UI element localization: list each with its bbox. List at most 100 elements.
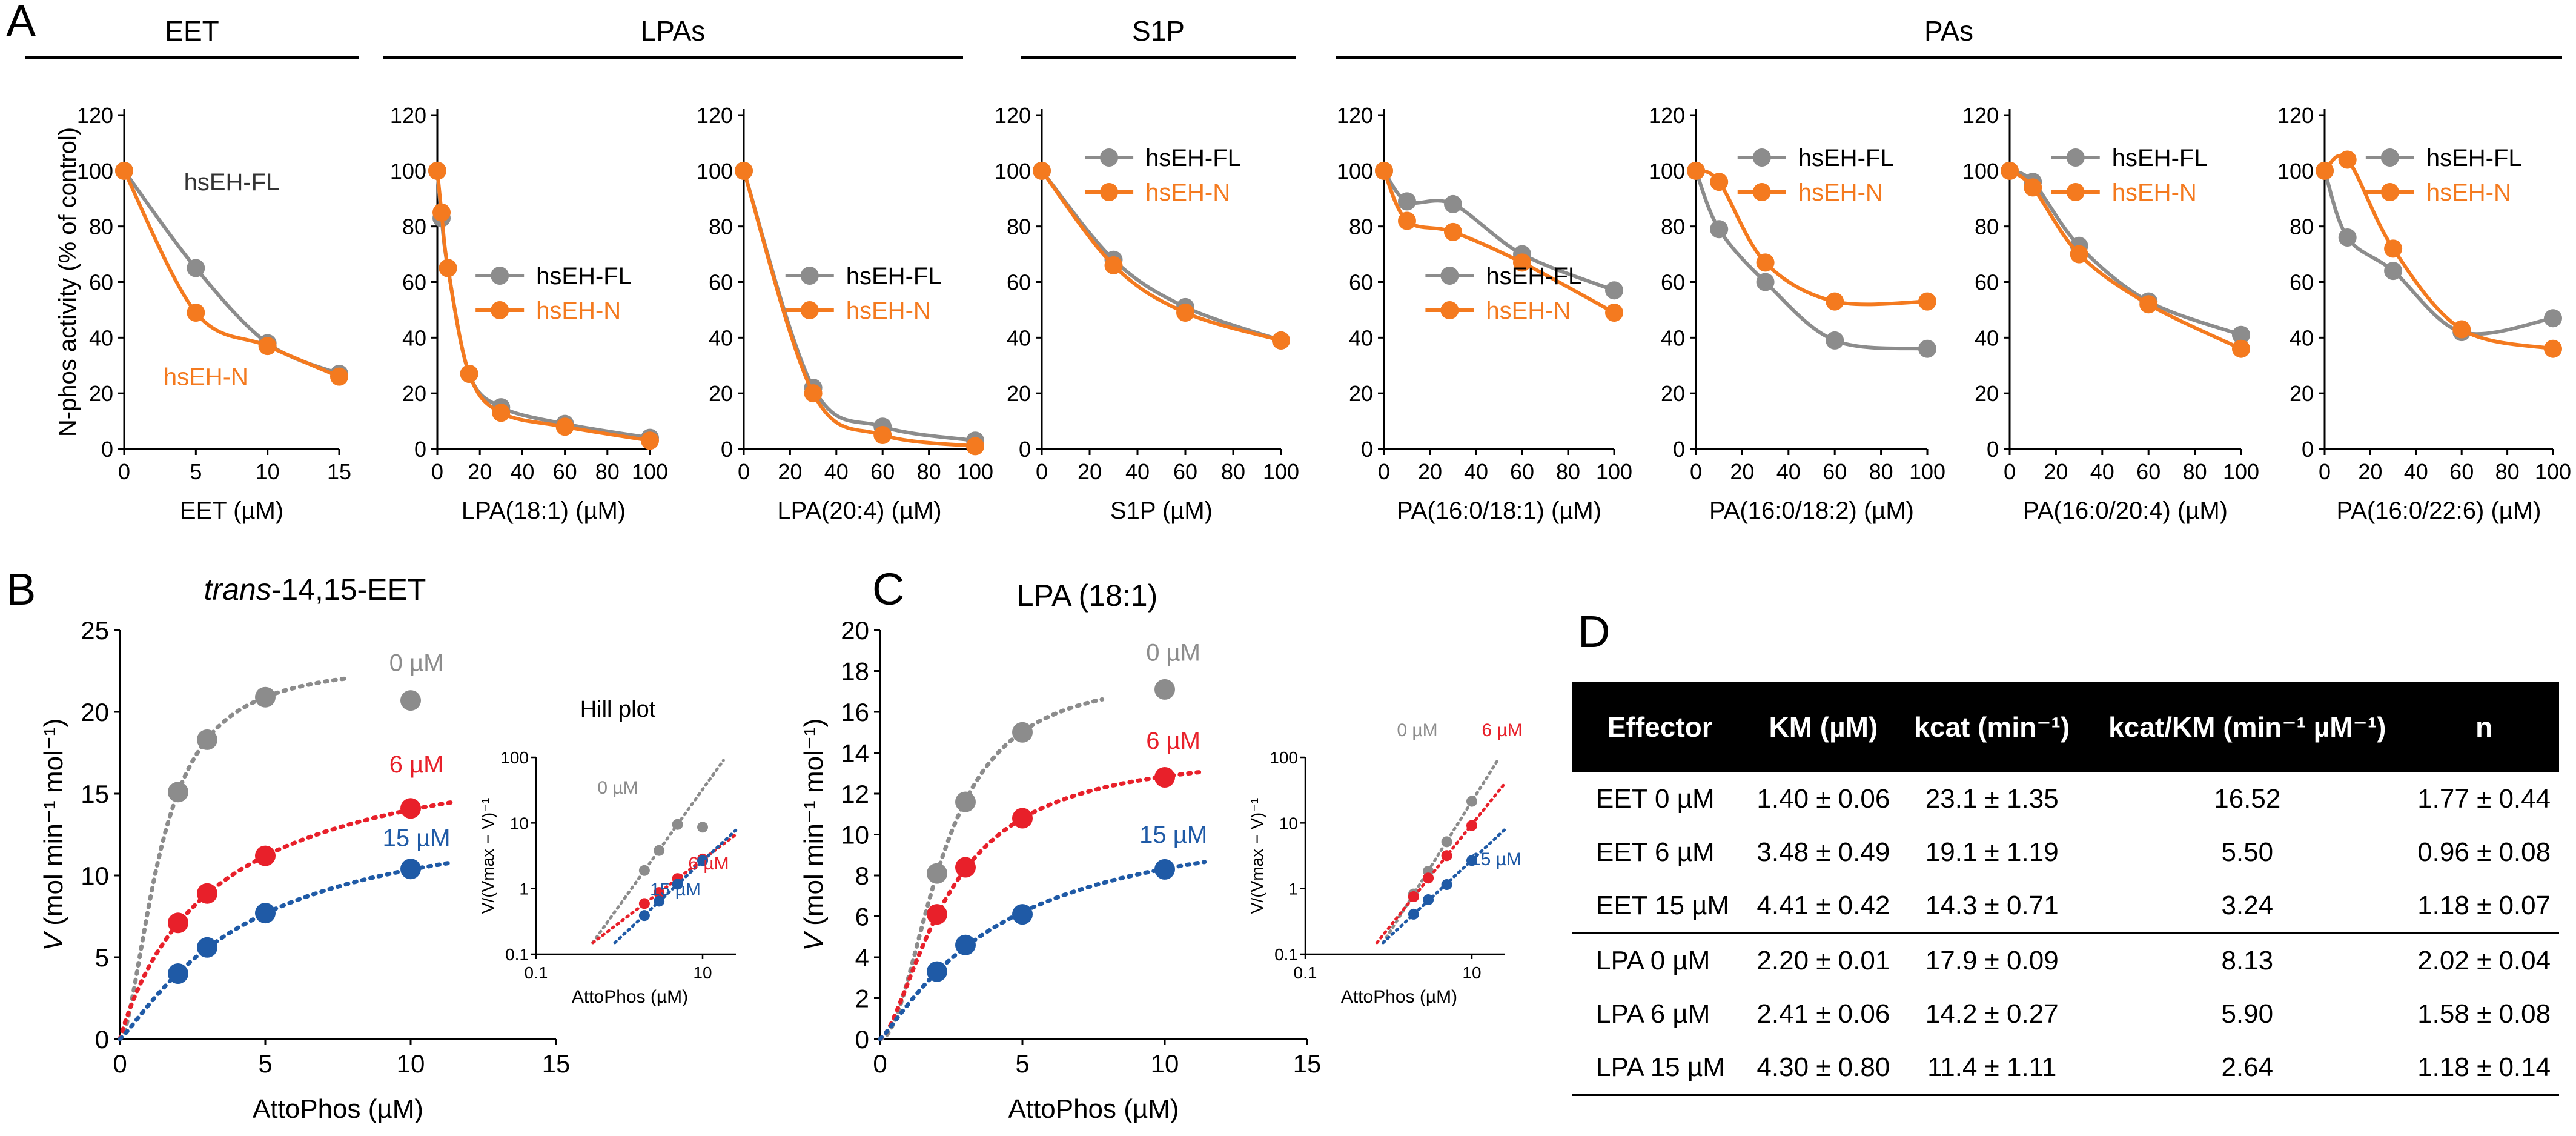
cell-effector: LPA 0 µM (1572, 932, 1749, 988)
data-point-hseh-n (1826, 292, 1844, 311)
data-point-hseh-n (1918, 292, 1936, 311)
group-label-lpas: LPAs (641, 15, 706, 47)
x-tick-label: 10 (256, 459, 280, 484)
data-point-hseh-n (115, 161, 133, 180)
x-axis-label: PA(16:0/18:1) (µM) (1397, 497, 1601, 524)
data-point-hseh-fl (2232, 325, 2250, 344)
legend-label-hseh-fl: hsEH-FL (1145, 145, 1241, 171)
cell-n: 1.18 ± 0.07 (2417, 891, 2551, 920)
activity-plot-5: 0 20 40 60 80 100 120 0 20 40 60 80 100 PA(16:0/18:1)… (1337, 103, 1632, 524)
activity-plot-7: 0 20 40 60 80 100 120 0 20 40 60 80 100 PA(16:0/20:4)… (1962, 103, 2259, 524)
label-hseh-fl: hsEH-FL (184, 169, 280, 196)
x-tick-label: 5 (190, 459, 202, 484)
x-tick-label: 15 (327, 459, 351, 484)
inset-x-tick-label: 10 (1462, 963, 1481, 982)
legend-label-hseh-fl: hsEH-FL (2426, 145, 2522, 171)
inset-data-point (1423, 872, 1434, 884)
x-tick-label: 40 (2404, 459, 2428, 484)
inset-series-label: 0 µM (1397, 720, 1437, 740)
series-label-0um: 0 µM (389, 650, 444, 677)
x-tick-label: 60 (553, 459, 577, 484)
x-tick-label: 0 (1036, 459, 1048, 484)
x-tick-label: 100 (632, 459, 668, 484)
y-tick-label: 0 (1987, 437, 1999, 462)
data-point-hseh-fl (1605, 281, 1623, 300)
data-point-hseh-n (555, 417, 574, 436)
y-tick-label: 40 (1349, 325, 1373, 350)
y-tick-label: 0 (855, 1025, 869, 1054)
legend-marker (1440, 301, 1459, 319)
y-tick-label: 0 (1361, 437, 1373, 462)
legend-label-hseh-fl: hsEH-FL (536, 263, 632, 290)
y-tick-label: 40 (89, 325, 113, 350)
inset-data-point (654, 845, 665, 856)
x-tick-label: 15 (1293, 1049, 1322, 1078)
inset-data-point (697, 855, 708, 866)
panel-letter-c: C (872, 564, 905, 614)
activity-plot-1: 0 20 40 60 80 100 120 0 5 10 15 EET (µM) hsEH-FL hsEH… (77, 103, 351, 524)
cell-kcat-km: 16.52 (2214, 784, 2281, 814)
data-point-hseh-n (735, 161, 753, 180)
cell-km: 4.41 ± 0.42 (1757, 891, 1890, 920)
y-tick-label: 60 (402, 270, 426, 295)
fit-curve (878, 860, 1207, 1041)
data-point-hseh-n (439, 259, 457, 277)
legend-label-hseh-n: hsEH-N (2426, 179, 2511, 206)
cell-km: 4.30 ± 0.80 (1748, 1041, 1899, 1096)
x-tick-label: 80 (917, 459, 941, 484)
data-point (255, 686, 276, 708)
x-tick-label: 40 (1464, 459, 1488, 484)
data-point-hseh-n (641, 431, 659, 450)
data-point-hseh-fl (1756, 273, 1775, 291)
inset-y-tick-label: 10 (1279, 814, 1298, 832)
x-tick-label: 40 (510, 459, 534, 484)
data-point (168, 963, 188, 984)
y-tick-label: 100 (995, 159, 1031, 184)
series-line-hseh-fl (122, 170, 340, 376)
inset-data-point (1466, 820, 1477, 831)
cell-kcat-km: 5.90 (2221, 999, 2274, 1029)
x-tick-label: 20 (2358, 459, 2382, 484)
x-tick-label: 40 (824, 459, 849, 484)
x-tick-label: 100 (1263, 459, 1299, 484)
group-label-s1p: S1P (1132, 15, 1185, 47)
legend-marker (800, 267, 819, 285)
x-tick-label: 10 (1151, 1049, 1179, 1078)
inset-y-axis-label: V/(Vmax − V)⁻¹ (1248, 798, 1266, 914)
series-line-hseh-n (1040, 170, 1282, 342)
inset-data-point (1408, 908, 1419, 920)
cell-n: 1.18 ± 0.14 (2409, 1041, 2559, 1096)
data-point (955, 857, 976, 878)
data-point-hseh-n (2338, 150, 2357, 169)
y-tick-label: 100 (2277, 159, 2314, 184)
legend-label-hseh-fl: hsEH-FL (846, 263, 942, 290)
data-point-hseh-n (1272, 331, 1290, 350)
data-point-hseh-n (1605, 304, 1623, 322)
y-tick-label: 4 (855, 943, 869, 972)
cell-kcat: 17.9 ± 0.09 (1898, 932, 2086, 988)
data-point-hseh-n (804, 384, 823, 403)
series-label-6um: 6 µM (1146, 728, 1200, 754)
kinetic-plot-b: 0 5 10 15 20 25 0 5 10 15 AttoPhos (µM) V (mol min⁻… (39, 573, 570, 1124)
legend-label-hseh-fl: hsEH-FL (1798, 145, 1894, 171)
y-tick-label: 60 (2290, 270, 2314, 295)
y-tick-label: 60 (1349, 270, 1373, 295)
series-label-6um: 6 µM (389, 751, 444, 778)
cell-effector: EET 0 µM (1596, 784, 1715, 814)
y-tick-label: 100 (1962, 159, 1999, 184)
y-tick-label: 80 (1661, 214, 1685, 239)
data-point-hseh-n (2001, 161, 2019, 180)
inset-data-point (654, 887, 665, 899)
x-tick-label: 40 (1776, 459, 1801, 484)
data-point (400, 859, 421, 880)
y-tick-label: 20 (1661, 381, 1685, 406)
inset-series-label: 0 µM (597, 778, 638, 798)
data-point-hseh-n (258, 337, 277, 356)
data-point-hseh-fl (1710, 220, 1729, 239)
x-tick-label: 0 (118, 459, 130, 484)
x-tick-label: 80 (1869, 459, 1893, 484)
y-tick-label: 0 (1019, 437, 1031, 462)
y-tick-label: 0 (2302, 437, 2314, 462)
x-tick-label: 0 (2004, 459, 2016, 484)
